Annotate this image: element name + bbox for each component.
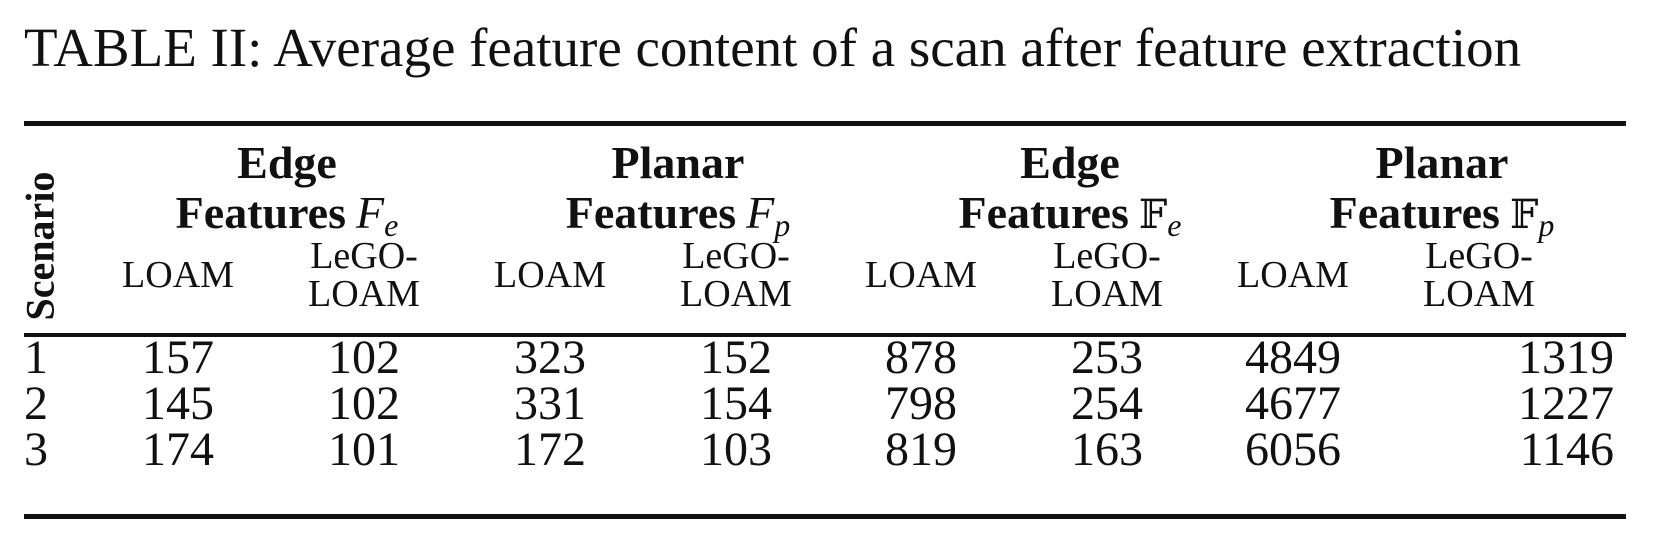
scenario-cell: 1 (24, 331, 48, 384)
group-symbol-subscript: e (384, 207, 399, 243)
group-symbol: F (356, 187, 385, 238)
group-symbol: 𝔽 (1509, 192, 1539, 238)
table-cell: 102 (328, 377, 400, 430)
scenario-header-label: Scenario (17, 171, 63, 321)
group-header-edge-features-bb-fe: Edge Features 𝔽e (890, 138, 1250, 250)
table-cell: 323 (514, 331, 586, 384)
subheader-loam: LOAM (1237, 254, 1349, 296)
subheader-loam: LOAM (865, 254, 977, 296)
table-cell: 145 (142, 377, 214, 430)
group-symbol-subscript: p (774, 207, 791, 243)
group-header-line1: Planar (611, 137, 745, 188)
group-header-line1: Edge (1020, 137, 1120, 188)
table-cell: 172 (514, 423, 586, 476)
subheader-loam: LOAM (122, 254, 234, 296)
group-header-line2: Features (175, 187, 346, 238)
table-cell: 6056 (1245, 423, 1341, 476)
subheader-lego-loam: LeGO- LOAM (1051, 235, 1163, 315)
table-cell: 4677 (1245, 377, 1341, 430)
group-header-line2: Features (1329, 187, 1500, 238)
group-header-line2: Features (958, 187, 1129, 238)
top-rule (24, 121, 1626, 126)
group-header-line2: Features (565, 187, 737, 238)
table-cell: 819 (885, 423, 957, 476)
subheader-lego-loam: LeGO- LOAM (680, 235, 792, 315)
table-cell: 157 (142, 331, 214, 384)
table-cell: 1227 (1518, 377, 1614, 430)
table-cell: 102 (328, 331, 400, 384)
table-cell: 101 (328, 423, 400, 476)
scenario-cell: 3 (24, 423, 48, 476)
subheader-lego-loam: LeGO- LOAM (308, 235, 420, 315)
table-cell: 103 (700, 423, 772, 476)
subheader-loam: LOAM (494, 254, 606, 296)
table-cell: 163 (1071, 423, 1143, 476)
group-header-line1: Edge (237, 137, 337, 188)
bottom-rule (24, 514, 1626, 519)
subheader-lego-loam: LeGO- LOAM (1423, 235, 1535, 315)
table-cell: 878 (885, 331, 957, 384)
group-symbol-subscript: e (1167, 207, 1182, 243)
table-cell: 254 (1071, 377, 1143, 430)
header-rule (24, 333, 1626, 337)
table-cell: 1146 (1519, 423, 1614, 476)
group-header-planar-features-bb-fp: Planar Features 𝔽p (1262, 138, 1622, 250)
table-cell: 154 (700, 377, 772, 430)
table-cell: 253 (1071, 331, 1143, 384)
group-symbol: 𝔽 (1138, 192, 1168, 238)
table-cell: 4849 (1245, 331, 1341, 384)
table-cell: 331 (514, 377, 586, 430)
group-header-planar-features-fp: Planar Features Fp (498, 138, 858, 250)
table-caption: TABLE II: Average feature content of a s… (24, 17, 1522, 78)
group-symbol: F (746, 187, 775, 238)
table-cell: 152 (700, 331, 772, 384)
scenario-cell: 2 (24, 377, 48, 430)
group-symbol-subscript: p (1538, 207, 1555, 243)
group-header-line1: Planar (1375, 137, 1509, 188)
table-cell: 174 (142, 423, 214, 476)
table-cell: 1319 (1518, 331, 1614, 384)
group-header-edge-features-fe: Edge Features Fe (107, 138, 467, 250)
table-cell: 798 (885, 377, 957, 430)
